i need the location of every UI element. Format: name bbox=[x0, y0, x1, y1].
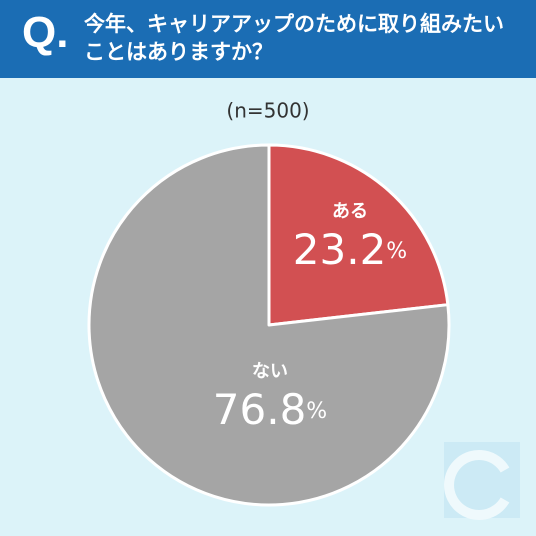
pie-slice bbox=[87, 143, 451, 507]
logo bbox=[444, 442, 520, 520]
chart-subtitle: (n=500) bbox=[226, 99, 309, 123]
header: Q. 今年、キャリアアップのために取り組みたいことはありますか？ bbox=[0, 0, 536, 78]
logo-mark bbox=[444, 450, 510, 520]
chart-title: 今年、キャリアアップのために取り組みたいことはありますか？ bbox=[84, 12, 504, 64]
slice-label: ある bbox=[332, 201, 368, 222]
question-label: Q. bbox=[22, 8, 69, 57]
value-label: 76.8% bbox=[213, 385, 327, 434]
pie bbox=[87, 143, 451, 507]
value-label: 23.2% bbox=[293, 225, 407, 274]
pie-slice bbox=[267, 143, 450, 327]
slice-label: ない bbox=[252, 361, 288, 382]
